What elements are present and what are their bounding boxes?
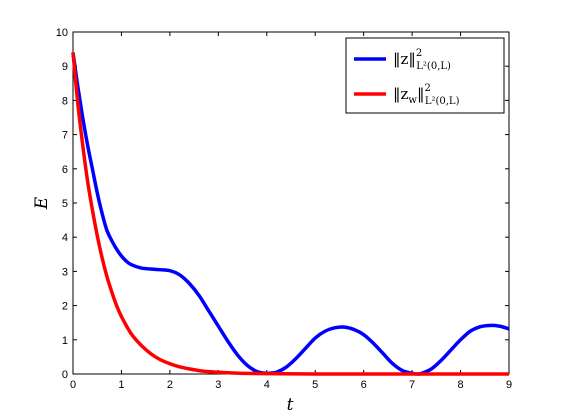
tick-group: 0 1 2 3 4 5 6 7 8 9 0 1 2 3 4 5 6 7 8 9 10	[56, 27, 512, 391]
y-tick-label: 2	[62, 301, 68, 313]
y-tick-label: 9	[62, 61, 68, 73]
legend-entry-z: ‖z‖2 L²(0,L)	[393, 48, 451, 72]
legend-z-main: ‖z‖	[393, 50, 416, 68]
legend-zw-main-sub: w	[408, 95, 417, 106]
y-tick-label: 8	[62, 95, 68, 107]
x-tick-label: 8	[457, 379, 463, 391]
x-tick-label: 9	[506, 379, 512, 391]
y-tick-label: 3	[62, 266, 68, 278]
series-line-zw	[71, 52, 510, 376]
x-tick-label: 3	[215, 379, 221, 391]
legend-box	[345, 37, 505, 114]
y-tick-label: 10	[56, 27, 68, 39]
y-axis-label: E	[32, 196, 52, 210]
legend: ‖z‖2 L²(0,L) ‖zw‖2 L²(0,L)	[345, 37, 505, 114]
y-tick-label: 4	[62, 232, 68, 244]
legend-zw-main-end: ‖	[417, 85, 425, 103]
legend-z-sub: L²(0,L)	[416, 61, 451, 72]
series-group	[71, 52, 510, 376]
x-tick-label: 1	[118, 379, 124, 391]
legend-entry-zw: ‖zw‖2 L²(0,L)	[393, 83, 460, 107]
y-tick-label: 1	[62, 335, 68, 347]
legend-zw-main: ‖z	[393, 85, 409, 103]
y-tick-label: 5	[62, 198, 68, 210]
x-tick-label: 2	[167, 379, 173, 391]
x-tick-label: 7	[409, 379, 415, 391]
x-axis-label: t	[287, 395, 294, 415]
legend-z-sup: 2	[416, 48, 422, 59]
x-tick-label: 0	[70, 379, 76, 391]
x-tick-label: 4	[264, 379, 270, 391]
y-tick-label: 7	[62, 130, 68, 142]
x-tick-label: 5	[312, 379, 318, 391]
y-tick-label: 0	[62, 369, 68, 381]
y-tick-label: 6	[62, 164, 68, 176]
x-tick-label: 6	[361, 379, 367, 391]
legend-zw-sup: 2	[424, 83, 430, 94]
legend-zw-sub: L²(0,L)	[425, 96, 460, 107]
